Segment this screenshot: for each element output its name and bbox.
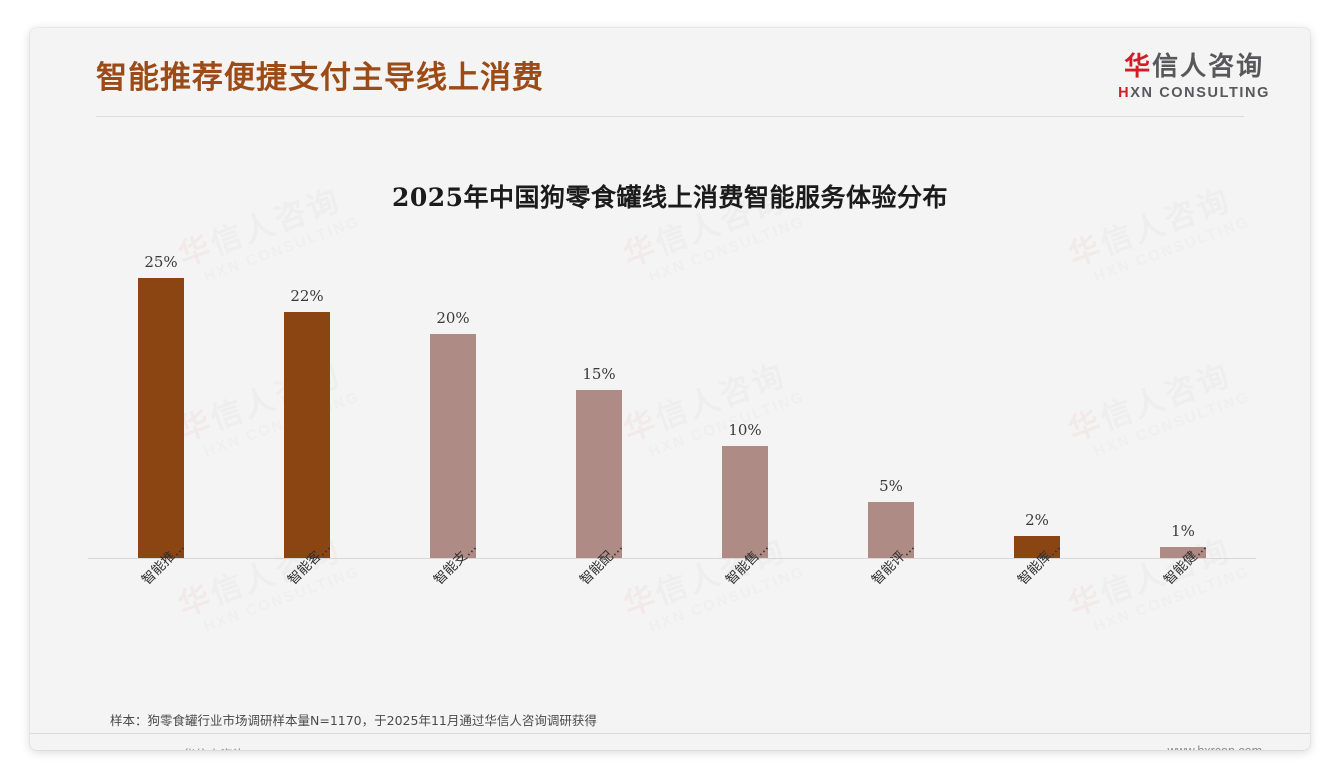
watermark-cn-red: 华: [1063, 228, 1109, 275]
slide-header: 智能推荐便捷支付主导线上消费: [30, 28, 1310, 116]
bar-value-label: 2%: [1025, 510, 1049, 529]
logo-english-text: HXN CONSULTING: [1118, 85, 1270, 101]
bar-slot: 22%: [234, 278, 380, 558]
category-axis-label: 智能支...: [380, 539, 526, 595]
bar-value-label: 1%: [1171, 521, 1195, 540]
chart-baseline-axis: [88, 558, 1256, 559]
watermark-cn-red: 华: [618, 228, 664, 275]
bar-slot: 10%: [672, 278, 818, 558]
website-url: www.hxrcon.com: [1168, 744, 1262, 750]
chart-title: 2025年中国狗零食罐线上消费智能服务体验分布: [391, 183, 949, 212]
watermark-en-text: HXN CONSULTING: [646, 213, 808, 286]
slide-footer: ©2026.1 HXR华信人咨询 www.hxrcon.com: [30, 733, 1310, 750]
chart-bar[interactable]: 20%: [430, 309, 476, 558]
bar-slot: 5%: [818, 278, 964, 558]
logo-cn-rest: 信人咨询: [1152, 52, 1265, 82]
chart-bar[interactable]: 10%: [722, 421, 768, 558]
logo-chinese-text: 华信人咨询: [1118, 52, 1270, 82]
watermark-en-text: HXN CONSULTING: [201, 213, 363, 286]
chart-bar[interactable]: 15%: [576, 365, 622, 558]
category-axis-label: 智能推...: [88, 539, 234, 595]
brand-logo: 华信人咨询 HXN CONSULTING: [1118, 52, 1270, 101]
bar-value-label: 5%: [879, 477, 903, 495]
category-axis-label: 智能售...: [672, 539, 818, 595]
category-axis-label: 智能客...: [234, 539, 380, 595]
bar-slot: 2%: [964, 278, 1110, 558]
logo-en-red-char: H: [1118, 85, 1131, 102]
chart-bar[interactable]: 2%: [1014, 511, 1060, 558]
chart-plot-area: 25% 22% 20% 15% 10% 5% 2% 1%: [88, 253, 1256, 558]
chart-bar[interactable]: 1%: [1160, 522, 1206, 558]
watermark-en-text: HXN CONSULTING: [1091, 213, 1253, 286]
bar-value-label: 15%: [582, 365, 616, 383]
logo-en-rest: XN CONSULTING: [1130, 85, 1270, 102]
bar-value-label: 10%: [728, 421, 762, 439]
bar-value-label: 25%: [144, 253, 178, 271]
chart-bar[interactable]: 5%: [868, 477, 914, 558]
category-axis-label: 智能配...: [526, 539, 672, 595]
page-title: 智能推荐便捷支付主导线上消费: [96, 60, 544, 96]
slide-card: 华信人咨询 HXN CONSULTING 华信人咨询 HXN CONSULTIN…: [30, 28, 1310, 750]
bar-slot: 1%: [1110, 278, 1256, 558]
bar-slot: 15%: [526, 278, 672, 558]
chart-bar[interactable]: 22%: [284, 287, 330, 558]
copyright-text: ©2026.1 HXR华信人咨询: [96, 744, 245, 750]
footer-divider: [30, 733, 1310, 734]
sample-note: 样本：狗零食罐行业市场调研样本量N=1170，于2025年11月通过华信人咨询调…: [110, 713, 597, 728]
header-divider: [96, 116, 1244, 117]
logo-cn-red-char: 华: [1124, 52, 1153, 82]
watermark-cn-red: 华: [173, 228, 219, 275]
bar-value-label: 20%: [436, 309, 470, 327]
category-axis-label: 智能评...: [818, 539, 964, 595]
bar-value-label: 22%: [290, 286, 324, 305]
bar-slot: 25%: [88, 253, 234, 558]
category-axis-label: 智能库...: [964, 539, 1110, 595]
bar-slot: 20%: [380, 278, 526, 558]
category-axis-label: 智能健...: [1110, 539, 1256, 595]
chart-bar[interactable]: 25%: [138, 253, 184, 558]
